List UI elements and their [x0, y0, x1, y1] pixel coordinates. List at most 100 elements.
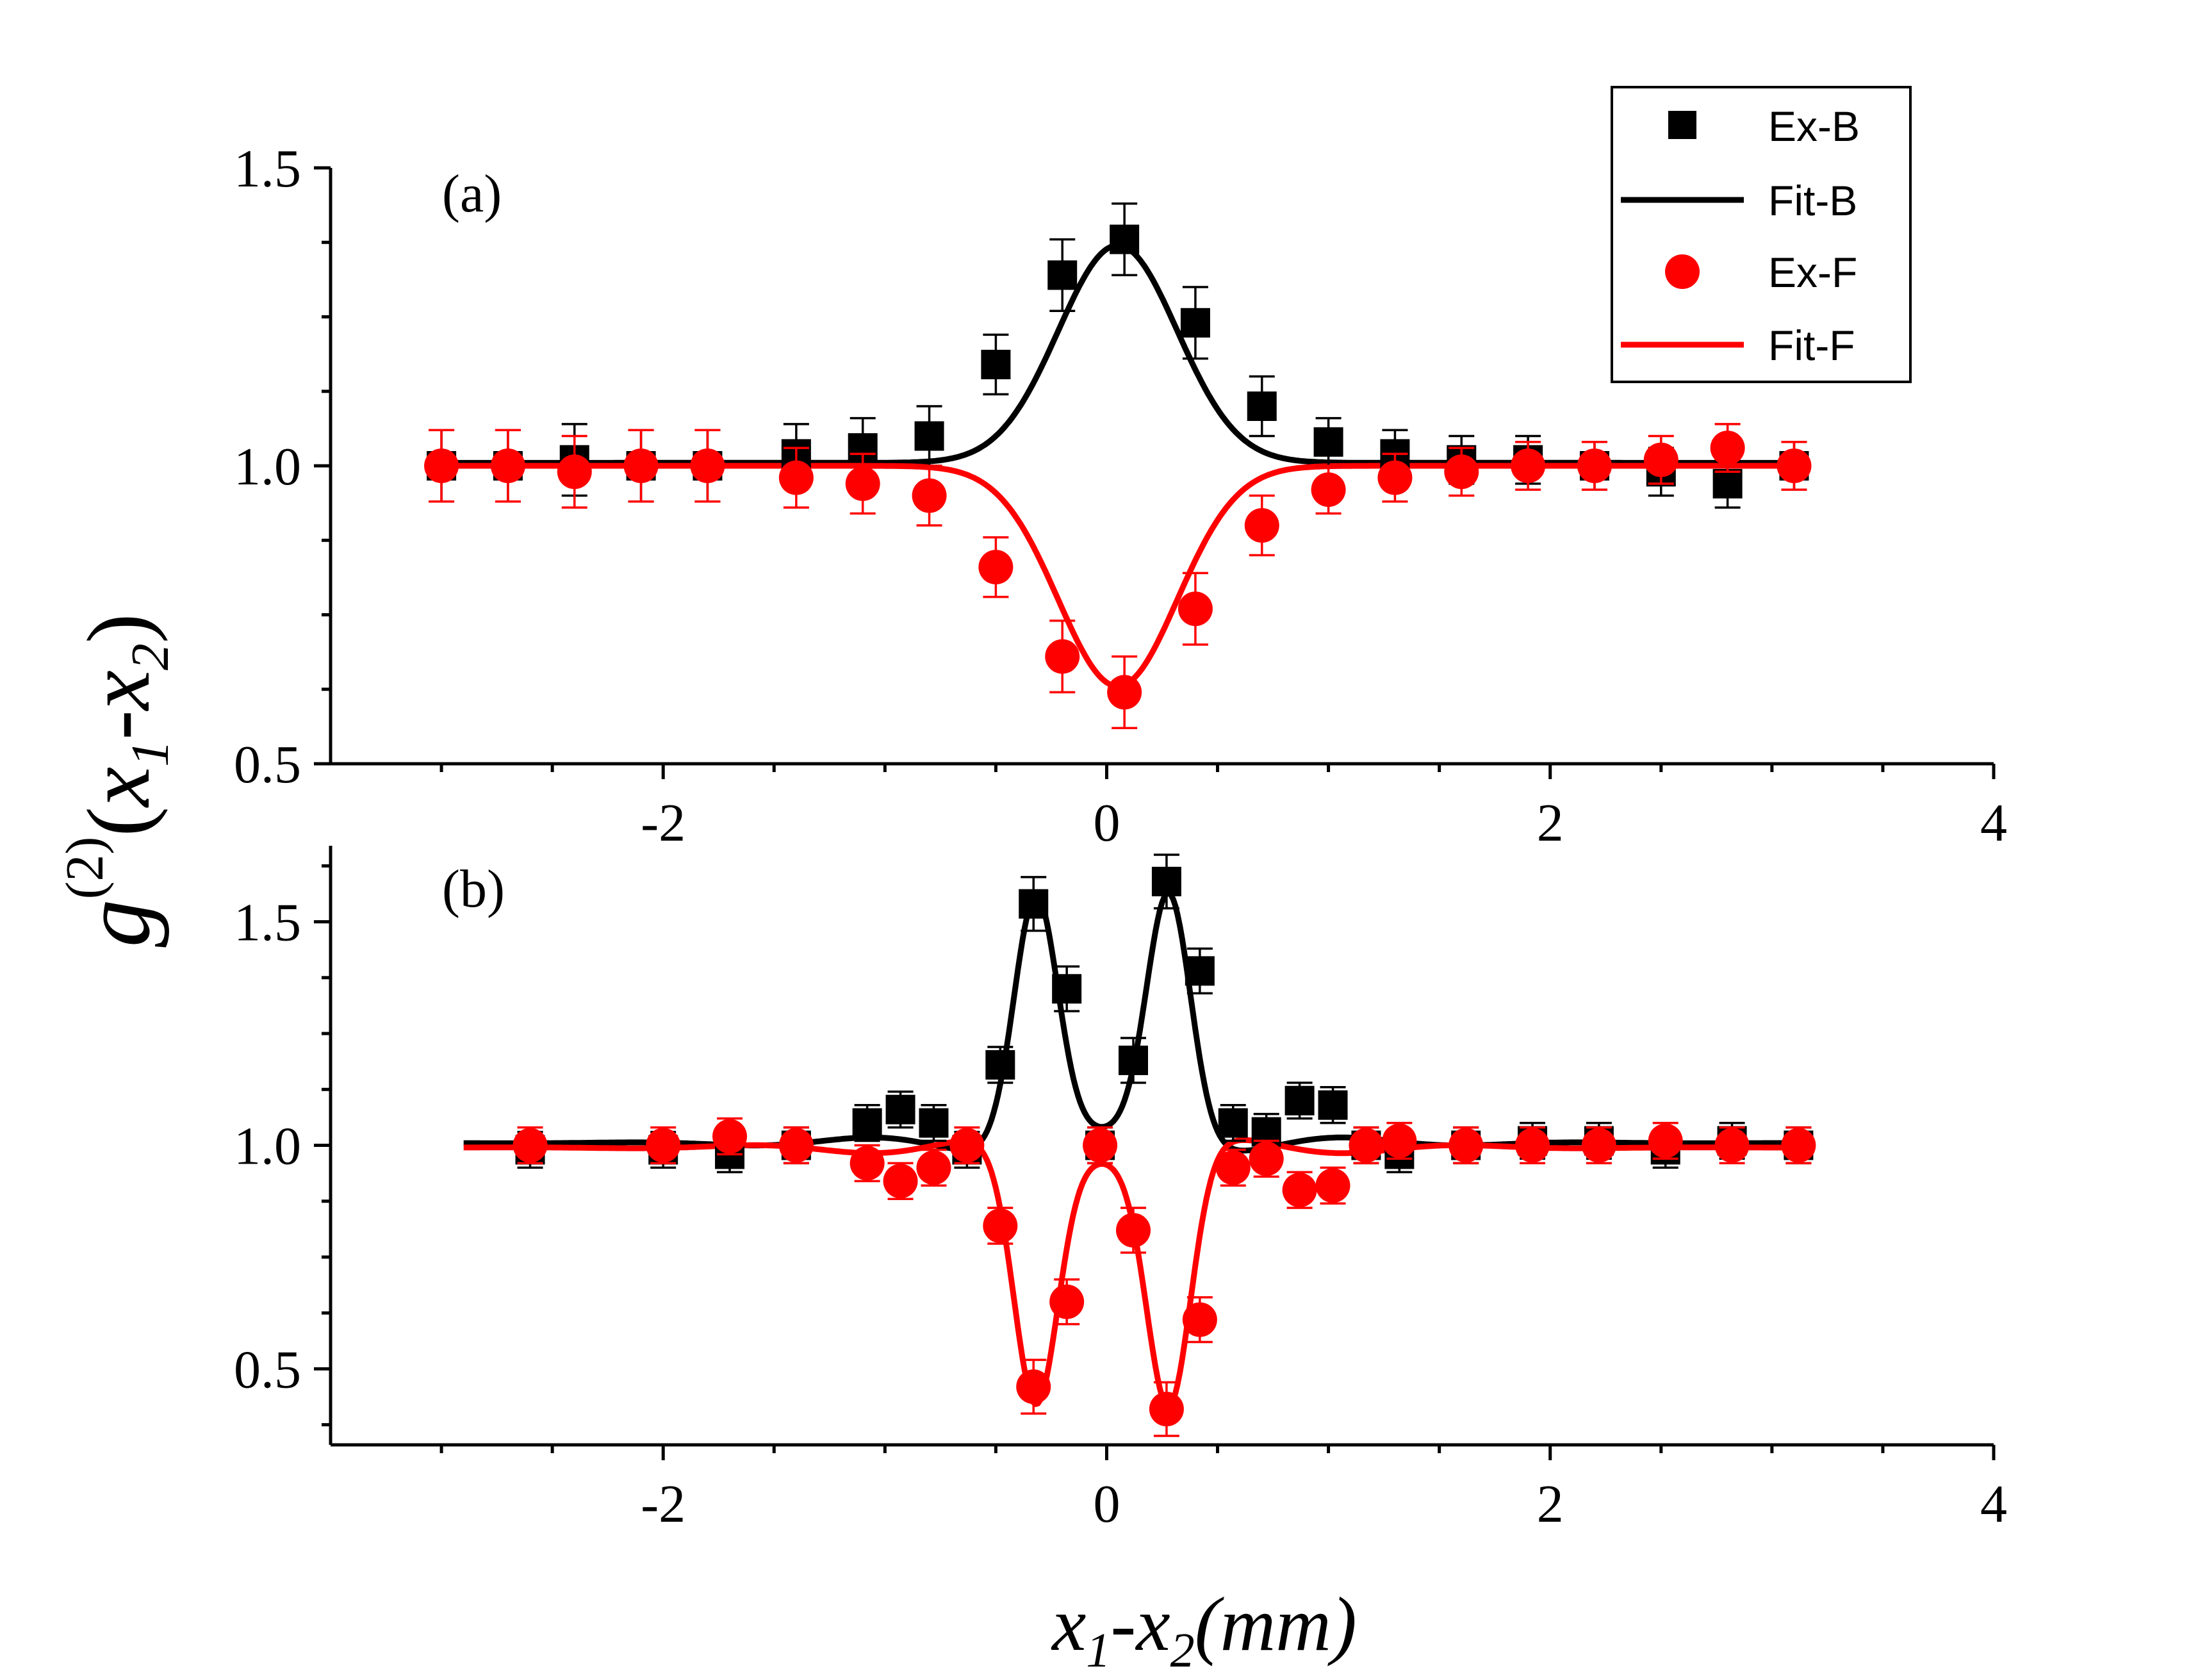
data-point-ex-f-a — [490, 449, 525, 483]
y-tick-label-a: 1.0 — [234, 437, 301, 497]
data-point-ex-f-b — [1581, 1128, 1616, 1163]
fit-curve-fit-f-b — [463, 1137, 1795, 1410]
y-tick-label-b: 0.5 — [234, 1340, 301, 1399]
x-tick-label-a: 0 — [1093, 793, 1120, 853]
legend-label-ex-b: Ex-B — [1768, 103, 1860, 150]
data-point-ex-b-a — [914, 421, 944, 451]
data-point-ex-b-b — [1218, 1108, 1248, 1138]
y-title-close: ) — [69, 613, 168, 643]
data-point-ex-b-b — [919, 1108, 949, 1138]
legend-frame — [1611, 86, 1912, 383]
data-point-ex-b-a — [1313, 427, 1343, 457]
data-point-ex-f-b — [1049, 1284, 1085, 1319]
data-point-ex-b-b — [885, 1094, 915, 1124]
y-title-open: ( — [69, 807, 168, 837]
data-point-ex-b-a — [1247, 391, 1277, 421]
data-point-ex-f-b — [1182, 1302, 1217, 1337]
data-point-ex-f-a — [1577, 449, 1612, 483]
legend-label-fit-b: Fit-B — [1768, 177, 1857, 224]
data-point-ex-f-b — [1382, 1123, 1417, 1158]
data-point-ex-f-b — [1149, 1392, 1184, 1427]
data-point-ex-f-b — [916, 1150, 951, 1185]
x-tick-label-a: -2 — [641, 793, 685, 853]
legend-label-fit-f: Fit-F — [1768, 322, 1855, 369]
data-point-ex-f-a — [912, 478, 947, 513]
x-tick-label-a: 4 — [1980, 793, 2007, 853]
y-tick-label-b: 1.5 — [234, 893, 301, 953]
data-point-ex-f-b — [1282, 1173, 1317, 1208]
legend-label-ex-f: Ex-F — [1768, 249, 1857, 296]
data-point-ex-f-a — [1643, 442, 1678, 477]
x-tick-label-b: -2 — [641, 1474, 685, 1534]
y-tick-label-b: 1.0 — [234, 1117, 301, 1176]
y-title-x1: x — [69, 767, 168, 808]
data-point-ex-b-a — [981, 349, 1011, 379]
x-tick-label-a: 2 — [1537, 793, 1564, 853]
x-title-x1: x — [1051, 1581, 1086, 1667]
data-point-ex-f-b — [883, 1164, 918, 1199]
svg-text:g(2)(x1-x2): g(2)(x1-x2) — [55, 613, 180, 947]
fit-curve-fit-b-b — [463, 890, 1795, 1154]
legend: Ex-B Fit-B Ex-F Fit-F — [1611, 86, 1912, 383]
data-point-ex-b-a — [1110, 224, 1140, 254]
data-point-ex-f-a — [845, 466, 880, 501]
y-title-x2: x — [69, 670, 168, 711]
data-point-ex-b-a — [1047, 260, 1078, 290]
data-point-ex-f-b — [983, 1208, 1018, 1244]
y-tick-label-a: 1.5 — [234, 139, 301, 199]
data-point-ex-f-a — [1244, 508, 1279, 543]
data-point-ex-f-b — [778, 1128, 814, 1163]
data-point-ex-f-b — [1016, 1369, 1051, 1404]
data-point-ex-f-a — [1511, 449, 1546, 483]
data-point-ex-f-a — [690, 449, 725, 483]
data-point-ex-f-b — [1448, 1128, 1484, 1163]
x-tick-label-b: 0 — [1093, 1474, 1120, 1534]
data-point-ex-f-a — [978, 550, 1013, 585]
data-point-ex-b-b — [1119, 1045, 1149, 1075]
panel-a: -2 0 2 4 0.5 1.0 1.5 (a) — [234, 139, 2007, 853]
data-point-ex-f-b — [646, 1128, 681, 1163]
x-tick-label-b: 4 — [1980, 1474, 2007, 1534]
x-title-unit: (mm) — [1195, 1581, 1357, 1667]
data-point-ex-b-a — [1712, 468, 1743, 498]
data-point-ex-f-b — [1315, 1168, 1350, 1203]
data-point-ex-f-b — [1714, 1128, 1750, 1163]
data-point-ex-f-a — [424, 449, 459, 483]
data-point-ex-b-b — [1185, 956, 1215, 986]
fit-curve-fit-f-a — [441, 463, 1795, 689]
x-axis-title: x1-x2(mm) — [1051, 1581, 1357, 1677]
data-point-ex-f-b — [849, 1146, 885, 1181]
data-point-ex-f-b — [1648, 1123, 1683, 1158]
data-point-ex-b-b — [1284, 1085, 1315, 1116]
legend-marker-ex-f — [1665, 254, 1700, 289]
data-point-ex-f-a — [1178, 591, 1213, 627]
data-point-ex-f-a — [1107, 675, 1142, 710]
data-point-ex-f-b — [513, 1128, 548, 1163]
panel-b: -2 0 2 4 0.5 1.0 1.5 (b) — [234, 846, 2007, 1534]
data-point-ex-f-a — [1377, 460, 1413, 495]
data-point-ex-f-a — [1045, 639, 1080, 674]
data-point-ex-b-b — [1318, 1090, 1348, 1120]
x-title-x2: x — [1135, 1581, 1170, 1667]
data-point-ex-f-a — [1777, 449, 1812, 483]
y-title-sup: (2) — [55, 837, 115, 900]
y-axis-title: g(2)(x1-x2) — [55, 613, 180, 947]
data-point-ex-b-b — [852, 1108, 882, 1138]
data-point-ex-f-b — [712, 1119, 748, 1154]
data-point-ex-f-a — [623, 449, 659, 483]
data-point-ex-f-b — [1249, 1141, 1284, 1176]
data-point-ex-f-b — [1781, 1128, 1816, 1163]
data-point-ex-f-a — [557, 454, 592, 490]
data-point-ex-f-b — [1349, 1128, 1384, 1163]
data-point-ex-f-a — [1444, 454, 1479, 490]
y-tick-label-a: 0.5 — [234, 735, 301, 795]
y-title-dash: - — [69, 710, 168, 740]
legend-marker-ex-b — [1668, 111, 1696, 139]
y-title-sub1: 1 — [120, 740, 180, 767]
panel-label-a: (a) — [442, 164, 502, 224]
x-title-dash: - — [1110, 1581, 1136, 1667]
data-point-ex-f-b — [1215, 1150, 1251, 1185]
data-point-ex-b-b — [1019, 889, 1049, 919]
panel-label-b: (b) — [442, 859, 505, 919]
